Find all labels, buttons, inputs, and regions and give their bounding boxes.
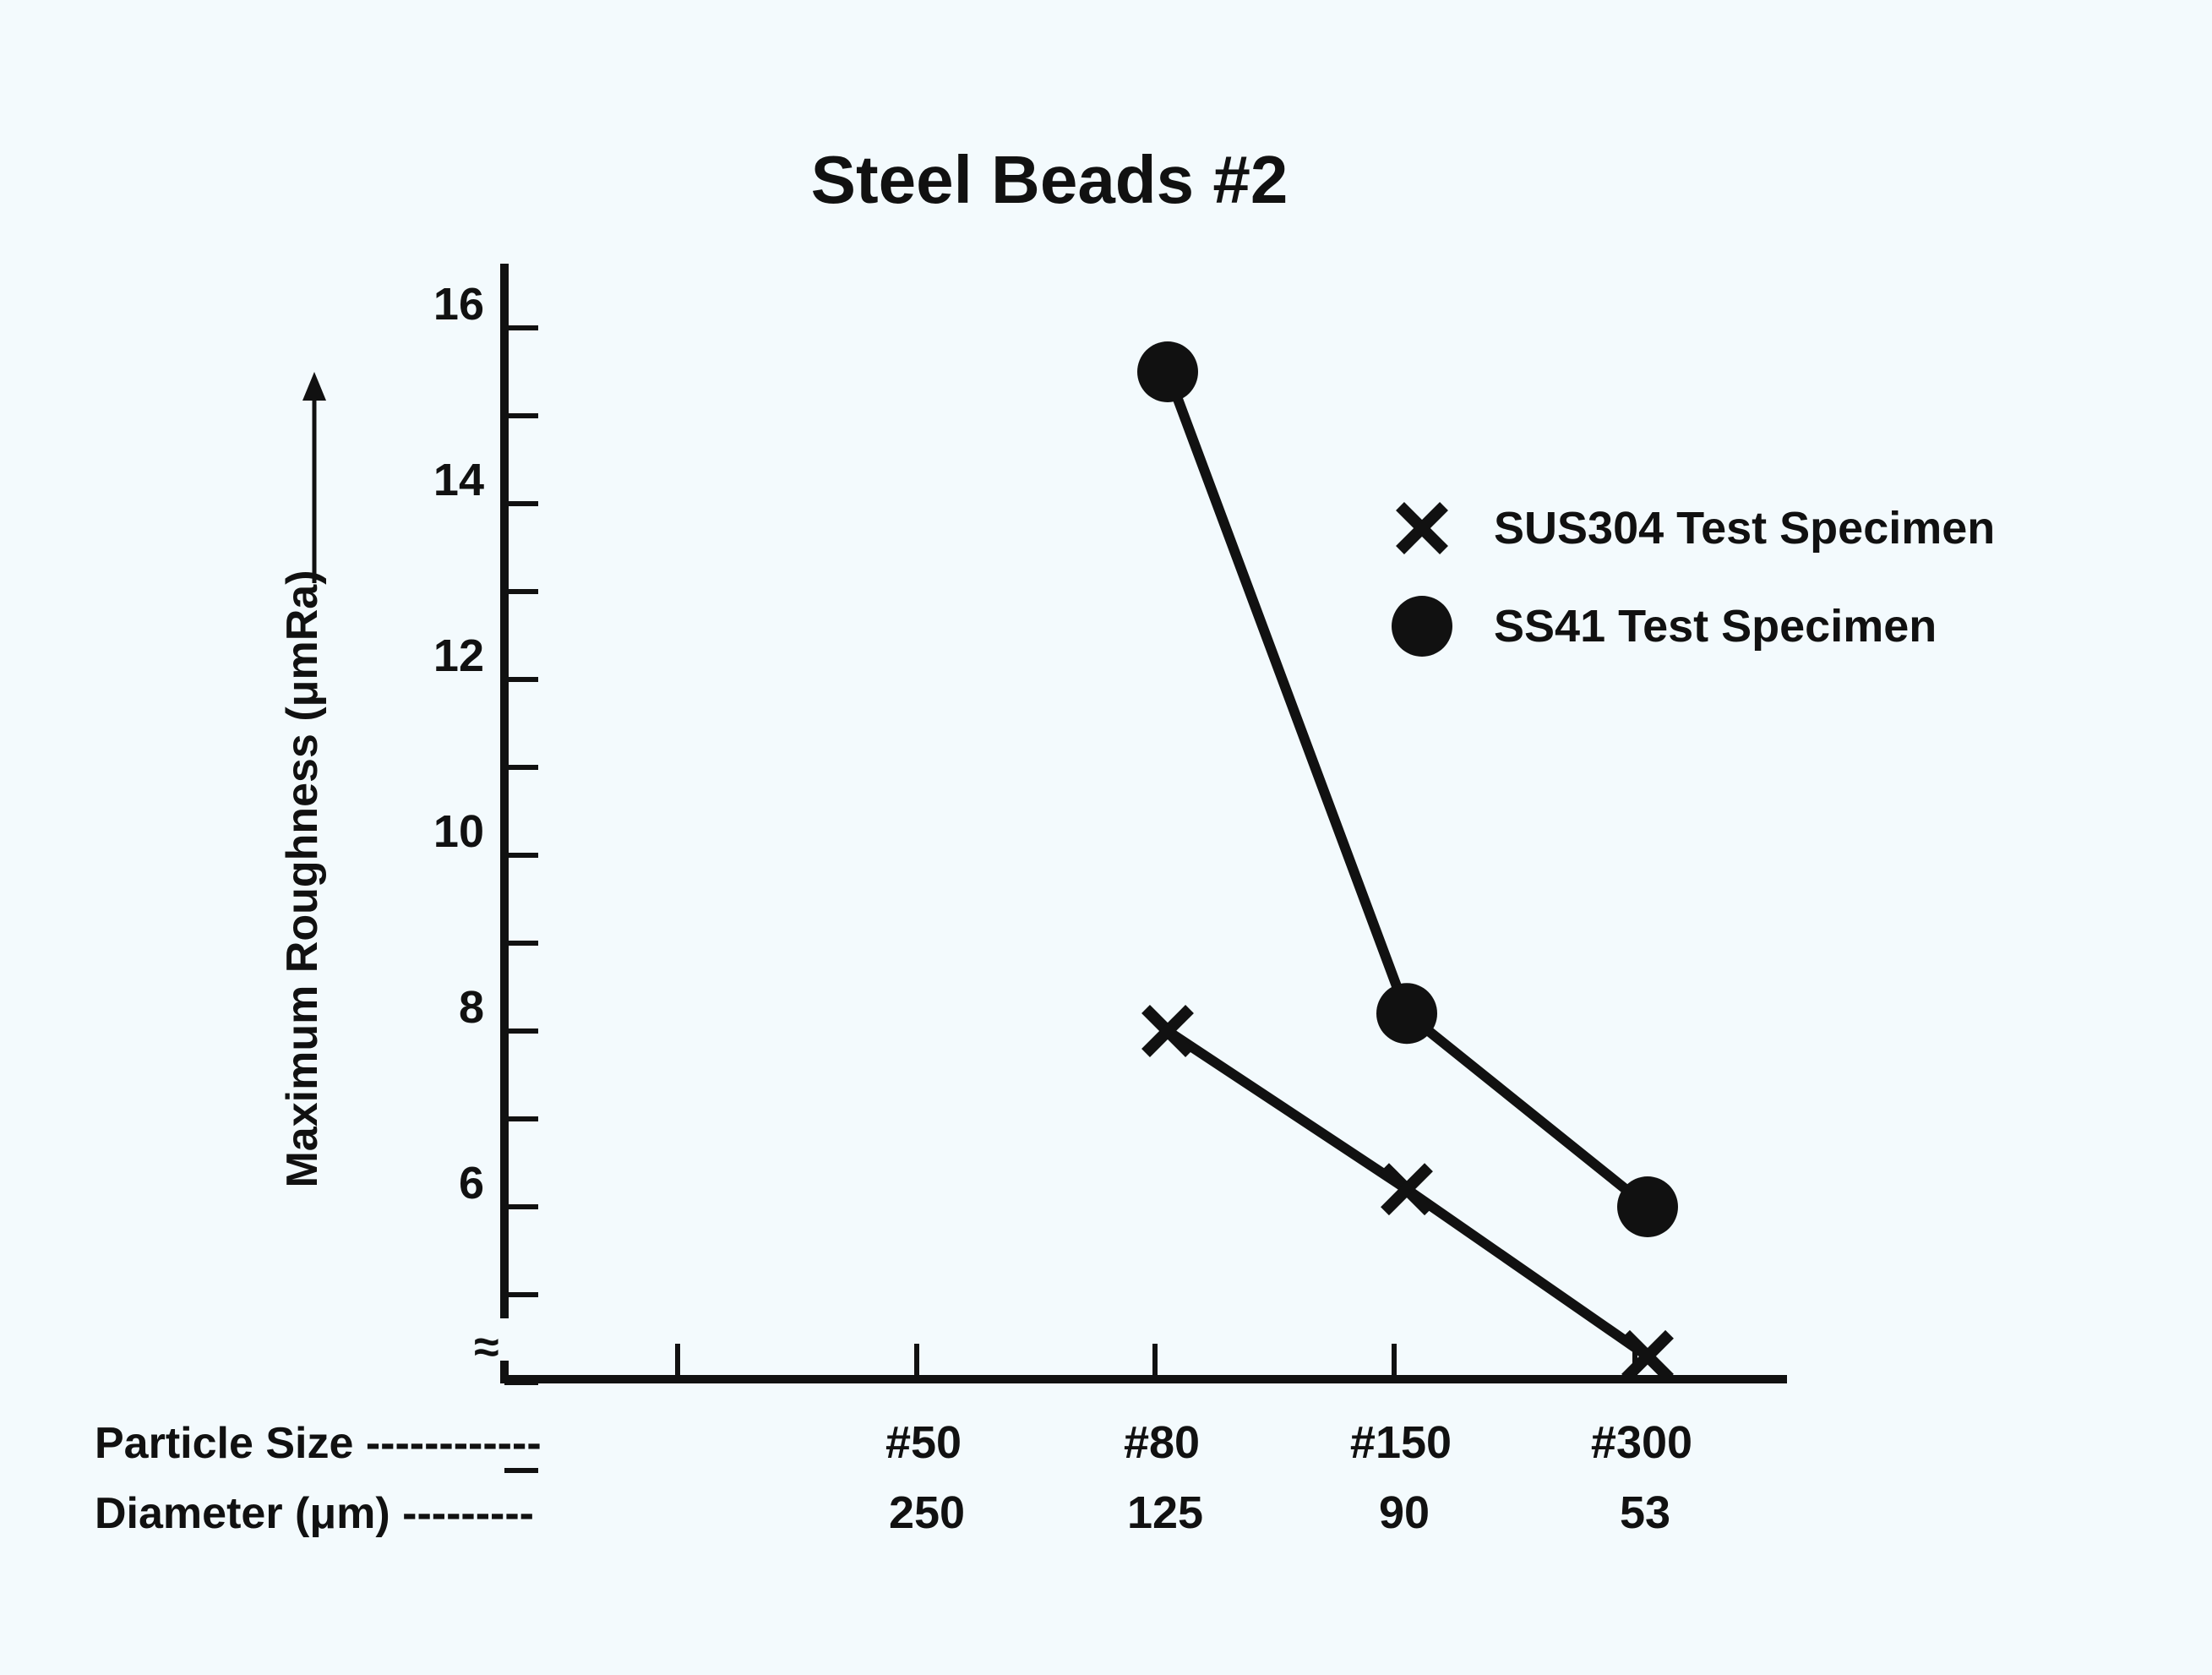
data-point-circle bbox=[1376, 983, 1437, 1045]
axes: ≈ bbox=[474, 264, 1787, 1383]
x-tick-label-particle-size: #50 bbox=[885, 1417, 962, 1468]
y-tick-label: 14 bbox=[433, 455, 484, 505]
legend: SUS304 Test Specimen SS41 Test Specimen bbox=[1392, 502, 1995, 657]
x-tick-label-particle-size: #80 bbox=[1124, 1417, 1200, 1468]
data-point-x bbox=[1381, 1163, 1433, 1216]
data-point-circle bbox=[1617, 1176, 1678, 1237]
x-tick-label-particle-size: #300 bbox=[1591, 1417, 1692, 1468]
x-marker-stroke bbox=[1621, 1329, 1674, 1383]
x-marker-stroke bbox=[1396, 502, 1448, 554]
diameter-row-label: Diameter (μm) --------- bbox=[95, 1489, 534, 1538]
x-marker-stroke bbox=[1381, 1163, 1433, 1216]
x-tick-label-diameter: 53 bbox=[1620, 1487, 1670, 1538]
data-point-circle bbox=[1137, 341, 1198, 402]
y-ticks: 6 8 10 12 14 16 bbox=[433, 279, 538, 1473]
x-tick-label-particle-size: #150 bbox=[1350, 1417, 1452, 1468]
axis-break-mark: ≈ bbox=[474, 1322, 499, 1372]
legend-item: SS41 Test Specimen bbox=[1392, 596, 1937, 657]
series-2 bbox=[1137, 341, 1678, 1237]
y-tick-label: 12 bbox=[433, 630, 484, 681]
y-tick-label: 6 bbox=[459, 1158, 484, 1209]
series-1 bbox=[1141, 1005, 1674, 1383]
legend-marker-circle bbox=[1392, 596, 1452, 657]
chart-title: Steel Beads #2 bbox=[811, 142, 1289, 217]
series bbox=[1137, 341, 1678, 1383]
legend-marker-x bbox=[1396, 502, 1448, 554]
y-tick-label: 16 bbox=[433, 279, 484, 330]
y-tick-label: 8 bbox=[459, 982, 484, 1033]
x-tick-label-diameter: 90 bbox=[1379, 1487, 1430, 1538]
y-axis-title-group: Maximum Roughness (μmRa) bbox=[278, 372, 327, 1188]
data-point-x bbox=[1141, 1005, 1194, 1057]
x-ticks: #50 250 #80 125 #150 90 #300 53 bbox=[675, 1344, 1692, 1538]
legend-label: SS41 Test Specimen bbox=[1494, 601, 1937, 652]
x-marker-stroke bbox=[1141, 1005, 1194, 1057]
particle-size-row-label: Particle Size ------------ bbox=[95, 1419, 542, 1468]
x-tick-label-diameter: 250 bbox=[889, 1487, 965, 1538]
y-axis-title: Maximum Roughness (μmRa) bbox=[278, 570, 327, 1187]
legend-label: SUS304 Test Specimen bbox=[1494, 503, 1995, 554]
legend-item: SUS304 Test Specimen bbox=[1396, 502, 1995, 554]
x-tick-label-diameter: 125 bbox=[1127, 1487, 1203, 1538]
y-tick-label: 10 bbox=[433, 806, 484, 857]
up-arrow-icon bbox=[302, 372, 326, 401]
data-point-x bbox=[1621, 1329, 1674, 1383]
